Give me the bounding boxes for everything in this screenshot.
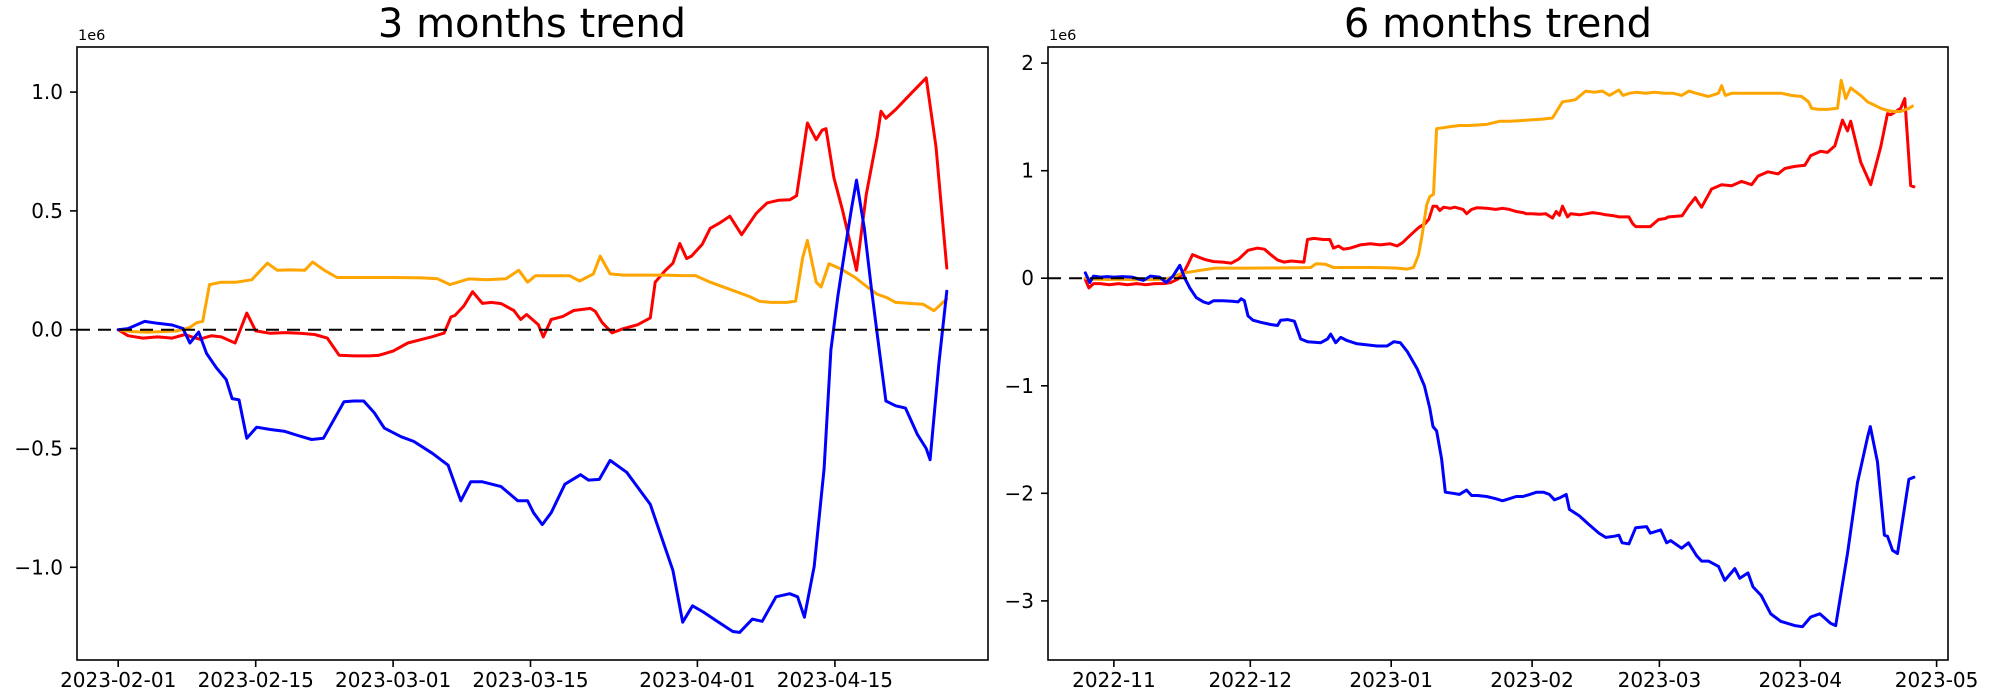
x-tick-label: 2023-04-01 [639,668,755,692]
chart-title-6-months: 6 months trend [1343,1,1653,47]
y-tick-label: 2 [1021,51,1034,75]
x-tick-label: 2022-12 [1209,668,1293,692]
series-line-orange [1083,78,1914,282]
x-tick-label: 2023-04 [1759,668,1843,692]
x-tick-label: 2023-05 [1895,668,1979,692]
y-tick-label: 1 [1021,159,1034,183]
plot-border [76,46,989,661]
x-tick-label: 2023-04-15 [777,668,893,692]
y-tick-label: −2 [1005,481,1034,505]
y-tick-label: −1 [1005,374,1034,398]
x-tick-label: 2023-03-15 [472,668,588,692]
y-tick-label: 1.0 [31,80,63,104]
y-axis-offset-label: 1e6 [1049,28,1076,44]
series-line-orange [116,238,949,334]
x-tick-label: 2023-01 [1349,668,1433,692]
series-line-blue [116,178,949,634]
plot-border [1047,46,1949,661]
y-tick-label: −3 [1005,589,1034,613]
series-line-red [1083,97,1916,290]
y-tick-label: −1.0 [14,555,63,579]
x-tick-label: 2023-02 [1490,668,1574,692]
x-tick-label: 2023-02-15 [198,668,314,692]
x-tick-label: 2022-11 [1072,668,1156,692]
series-line-blue [1083,263,1916,629]
chart-title-3-months: 3 months trend [377,1,687,47]
x-tick-label: 2023-03 [1618,668,1702,692]
series-line-red [116,76,949,358]
y-tick-label: 0 [1021,266,1034,290]
y-tick-label: 0.0 [31,318,63,342]
y-axis-offset-label: 1e6 [78,28,105,44]
y-tick-label: 0.5 [31,199,63,223]
x-tick-label: 2023-02-01 [60,668,176,692]
x-tick-label: 2023-03-01 [335,668,451,692]
y-tick-label: −0.5 [14,437,63,461]
